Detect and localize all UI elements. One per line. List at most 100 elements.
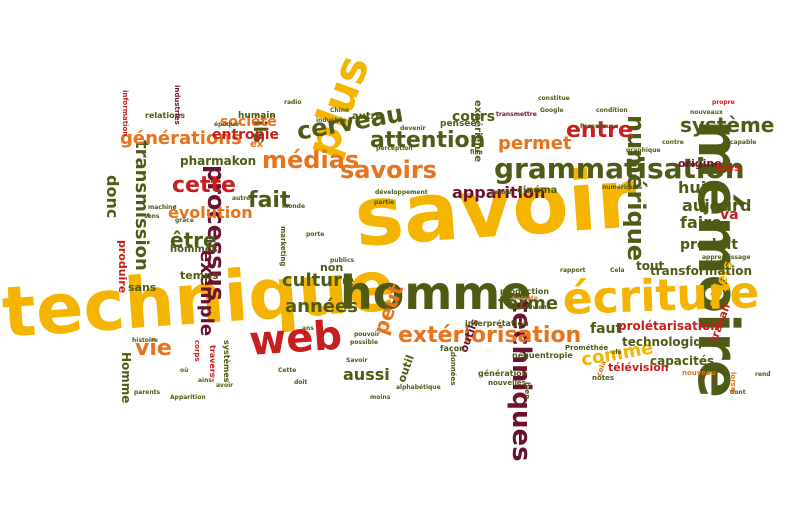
word-chine: Chine	[330, 107, 350, 114]
word-nouveau: nouveau	[682, 369, 716, 377]
word-technologique: technologique	[622, 335, 719, 349]
word-tout: tout	[636, 259, 665, 273]
word-annees: années	[285, 296, 358, 317]
word-evolution: évolution	[168, 203, 253, 222]
word-industries: industries	[173, 85, 181, 125]
word-autre: autre	[352, 111, 383, 122]
word-aussi: aussi	[343, 365, 390, 384]
word-hommes: hommes	[170, 244, 218, 255]
word-grammatisation: grammatisation	[494, 152, 745, 185]
word-cinema: cinéma	[517, 185, 558, 196]
word-humain: humain	[238, 111, 276, 121]
word-cela: Cela	[610, 267, 625, 274]
word-radio: radio	[284, 99, 302, 106]
word-autres: autres	[232, 195, 254, 202]
word-propre: propre	[712, 99, 735, 106]
word-condition: condition	[596, 107, 628, 114]
word-medias: médias	[262, 146, 360, 174]
word-processus: Processus	[580, 123, 615, 130]
word-production: production	[500, 287, 550, 296]
word-cette: cette	[172, 173, 236, 198]
word-developpement: développement	[375, 189, 428, 196]
word-doit: doit	[294, 379, 308, 386]
word-possible: possible	[350, 339, 379, 346]
word-homme: homme	[340, 266, 532, 320]
word-relations: relations	[145, 111, 186, 120]
word-contre: contre	[662, 139, 684, 146]
word-interpretation: interprétation	[465, 319, 529, 328]
word-promethee: Prométhée	[565, 344, 609, 352]
word-forme: forme	[498, 293, 559, 314]
word-proletarisation: prolétarisation	[618, 319, 719, 333]
word-donnees: données	[449, 352, 457, 386]
word-generation: génération	[478, 369, 528, 378]
word-grace: grâce	[175, 217, 194, 224]
word-socrate: Socrate	[512, 295, 538, 302]
word-pensee: pensée	[440, 119, 477, 129]
word-facon: façon	[440, 344, 465, 353]
word-savoirs: savoirs	[340, 156, 437, 184]
word-societe: société	[220, 114, 277, 130]
word-sans: sans	[128, 281, 157, 294]
word-nouveaux: nouveaux	[690, 109, 723, 116]
word-avoir: avoir	[216, 382, 234, 389]
word-culture: culture	[282, 270, 355, 291]
word-devenir: devenir	[400, 125, 426, 132]
word-exemple: exemple	[196, 250, 217, 337]
word-fait: fait	[248, 188, 291, 213]
word-film: film	[470, 149, 483, 156]
word-monde: monde	[282, 203, 306, 210]
word-systemes: systèmes	[222, 340, 231, 383]
word-produit: produit	[680, 237, 739, 253]
word-nouvelles: nouvelles	[488, 379, 526, 387]
word-graphique: graphique	[626, 147, 661, 154]
word-travers: travers	[208, 345, 217, 378]
word-constitue: constitue	[538, 95, 570, 102]
word-hui: hui	[678, 178, 707, 197]
word-industrie: industrie	[316, 117, 347, 124]
word-rend: rend	[755, 371, 771, 378]
word-cette: Cette	[278, 367, 297, 374]
word-corps: corps	[193, 340, 201, 362]
word-attention: attention	[370, 128, 486, 153]
word-apprentissage: apprentissage	[702, 254, 751, 261]
word-sens: sens	[144, 213, 160, 220]
word-produire: produire	[116, 240, 129, 294]
word-porte: porte	[306, 231, 325, 238]
word-information: information	[121, 90, 129, 137]
word-ans: ans	[302, 325, 314, 332]
word-tres: très	[716, 161, 741, 174]
word-vie: vie	[135, 336, 172, 361]
word-alphabetique: alphabétique	[396, 384, 441, 391]
word-exteriorisation: extériorisation	[398, 323, 582, 348]
word-notes: notes	[592, 374, 615, 382]
word-donc: donc	[103, 175, 122, 219]
word-parole: parole	[490, 189, 512, 196]
word-permet: permet	[498, 133, 572, 154]
word-etre: être	[170, 228, 217, 252]
word-outil: outil	[395, 353, 417, 385]
word-apparition: apparition	[452, 183, 546, 202]
word-capacites: capacités	[650, 354, 715, 368]
word-parents: parents	[134, 389, 161, 396]
word-television: télévision	[608, 361, 669, 374]
word-origine: origine	[678, 157, 722, 170]
word-pouvoir: pouvoir	[354, 331, 380, 338]
word-faire: faire	[680, 213, 722, 232]
word-ainsi: ainsi	[198, 377, 215, 384]
word-devient: devient	[524, 304, 550, 311]
word-epoque: époque	[214, 121, 240, 128]
word-va: va	[720, 207, 739, 223]
word-perception: perception	[376, 145, 413, 152]
word-publics: publics	[330, 257, 355, 264]
word-non: non	[320, 261, 344, 274]
word-homme: Homme	[119, 352, 133, 404]
word-capable: capable	[730, 139, 757, 146]
word-cle: clé	[612, 349, 622, 356]
word-savoir: Savoir	[346, 357, 368, 364]
word-rapport: rapport	[560, 267, 586, 274]
word-bien: bien	[523, 382, 531, 400]
word-ex: ex	[250, 139, 264, 150]
word-systeme: système	[680, 113, 775, 137]
